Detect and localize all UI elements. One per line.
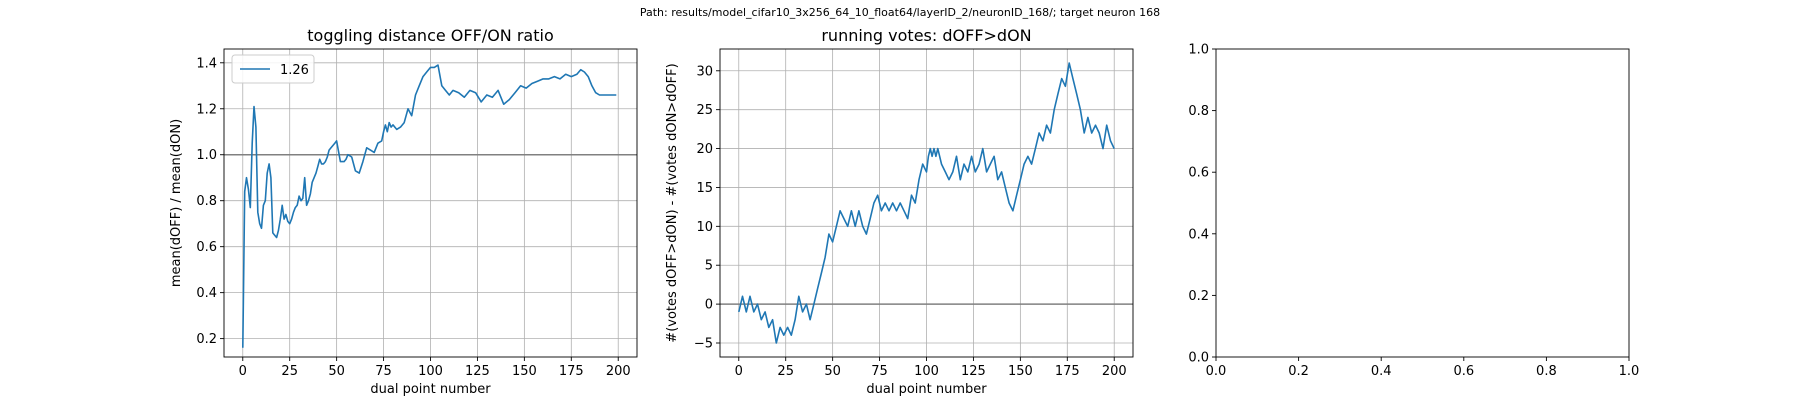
- y-tick-label: 0.4: [196, 286, 217, 301]
- axes-toggling-ratio: 0 25 50 75 100 125 150 175 200 0.2 0.4 0.6 0.8 1.0 1.2…: [169, 26, 638, 397]
- x-tick-label: 50: [824, 364, 841, 379]
- y-tick-label: 0.6: [196, 240, 217, 255]
- x-tick-label: 75: [871, 364, 888, 379]
- x-axis-label: dual point number: [370, 382, 491, 397]
- x-tick-label: 150: [512, 364, 537, 379]
- axes-empty: 0.0 0.2 0.4 0.6 0.8 1.0 0.0 0.2 0.4 0.6 0.8 1.0: [1188, 43, 1639, 380]
- x-tick-label: 1.0: [1619, 364, 1640, 379]
- x-axis-label: dual point number: [866, 382, 987, 397]
- y-tick-label: 0.2: [196, 332, 217, 347]
- x-tick-label: 175: [1055, 364, 1080, 379]
- series-line: [242, 64, 617, 348]
- y-tick-label: 30: [696, 64, 713, 79]
- axes-running-votes: 0 25 50 75 100 125 150 175 200 −5 0 5 10 15 20 25 30 runn…: [665, 26, 1134, 397]
- x-tick-label: 100: [418, 364, 443, 379]
- y-tick-label: 1.4: [196, 56, 217, 71]
- x-tick-label: 0: [239, 364, 247, 379]
- x-tick-label: 125: [465, 364, 490, 379]
- x-tick-label: 0.4: [1371, 364, 1392, 379]
- x-tick-label: 125: [961, 364, 986, 379]
- x-tick-label: 0.0: [1206, 364, 1227, 379]
- y-tick-label: 0.0: [1188, 351, 1209, 366]
- y-tick-label: 20: [696, 142, 713, 157]
- legend-entry-label: 1.26: [280, 63, 309, 78]
- x-tick-label: 0.2: [1288, 364, 1309, 379]
- x-tick-label: 100: [914, 364, 939, 379]
- x-tick-label: 175: [559, 364, 584, 379]
- axes-title: running votes: dOFF>dON: [821, 26, 1031, 45]
- y-tick-label: 1.0: [1188, 43, 1209, 58]
- x-tick-label: 0: [735, 364, 743, 379]
- x-tick-label: 0.6: [1453, 364, 1474, 379]
- y-tick-label: 1.2: [196, 102, 217, 117]
- y-tick-label: 0: [705, 298, 713, 313]
- x-tick-label: 25: [281, 364, 298, 379]
- y-tick-label: 15: [696, 181, 713, 196]
- y-tick-label: 0.6: [1188, 166, 1209, 181]
- y-tick-label: 0.4: [1188, 227, 1209, 242]
- axes-title: toggling distance OFF/ON ratio: [307, 26, 553, 45]
- x-tick-label: 0.8: [1536, 364, 1557, 379]
- legend-box: [231, 54, 315, 84]
- y-tick-label: 5: [705, 259, 713, 274]
- y-tick-label: 0.2: [1188, 289, 1209, 304]
- y-tick-label: 10: [696, 220, 713, 235]
- x-tick-label: 200: [606, 364, 631, 379]
- series-line: [738, 62, 1115, 344]
- x-tick-label: 75: [375, 364, 392, 379]
- x-tick-label: 150: [1008, 364, 1033, 379]
- x-tick-label: 200: [1102, 364, 1127, 379]
- y-tick-label: −5: [694, 337, 713, 352]
- y-tick-label: 0.8: [196, 194, 217, 209]
- figure-suptitle: Path: results/model_cifar10_3x256_64_10_…: [640, 6, 1160, 19]
- y-tick-label: 25: [696, 103, 713, 118]
- y-axis-label: #(votes dOFF>dON) - #(votes dON>dOFF): [665, 63, 680, 342]
- y-axis-label: mean(dOFF) / mean(dON): [169, 119, 184, 287]
- axes-frame: [1215, 48, 1630, 358]
- y-tick-label: 0.8: [1188, 104, 1209, 119]
- x-tick-label: 50: [328, 364, 345, 379]
- x-tick-label: 25: [777, 364, 794, 379]
- y-tick-label: 1.0: [196, 148, 217, 163]
